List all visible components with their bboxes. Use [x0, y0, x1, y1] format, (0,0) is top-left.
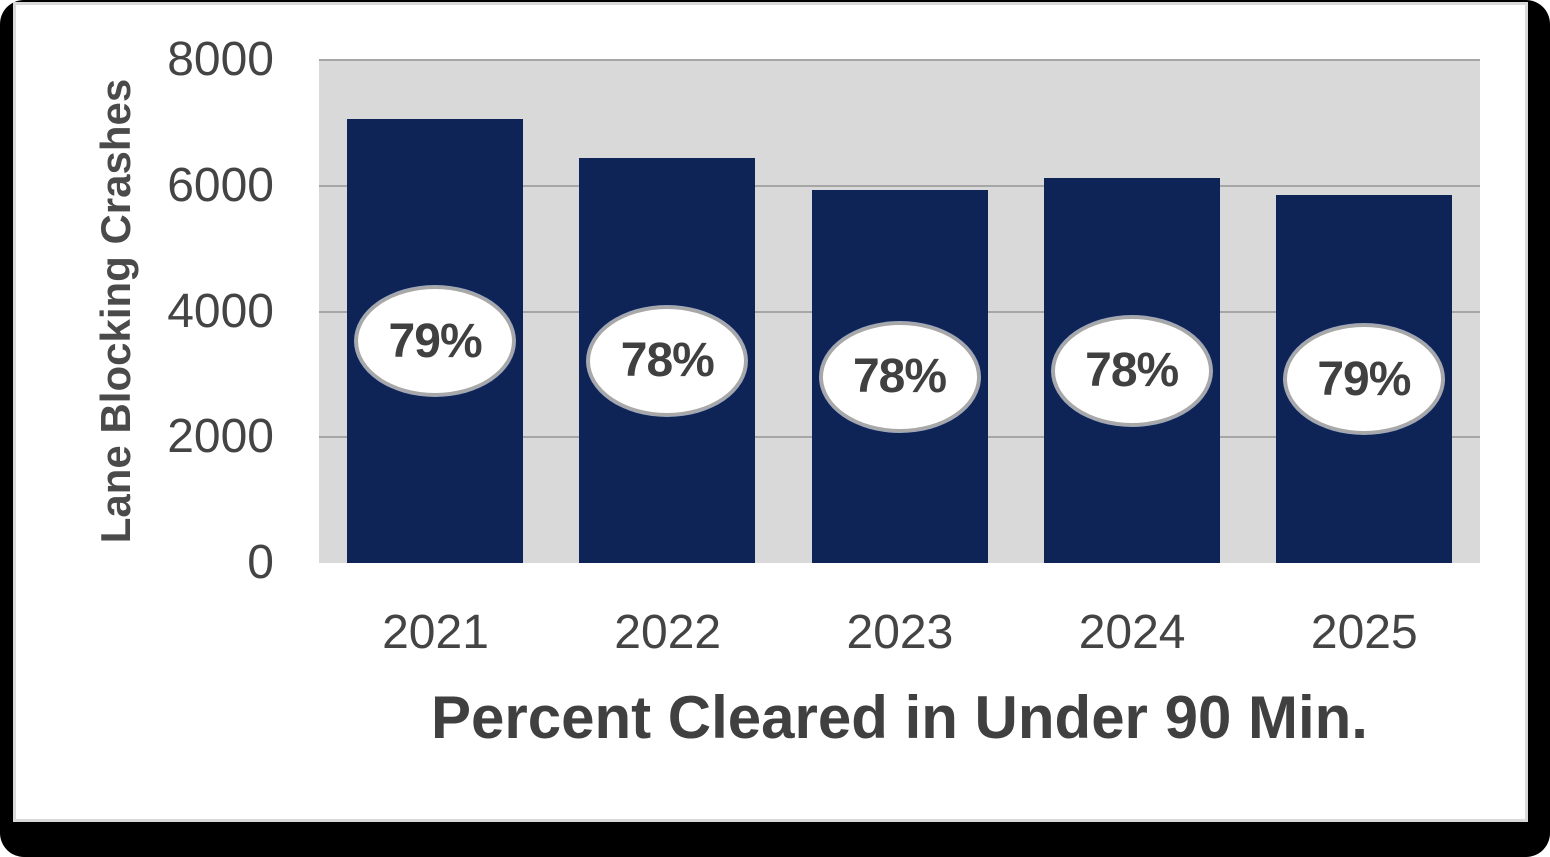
- percent-label: 79%: [388, 314, 483, 368]
- percent-label: 78%: [620, 334, 715, 388]
- y-tick-label: 8000: [167, 33, 274, 86]
- percent-label: 79%: [1317, 352, 1411, 406]
- chart-canvas: Lane Blocking Crashes 0 2000 4000 6000 8000 …: [13, 2, 1528, 822]
- y-tick-label: 0: [247, 536, 274, 589]
- y-tick-label: 4000: [167, 284, 274, 338]
- x-axis-title: Percent Cleared in Under 90 Min.: [431, 684, 1368, 751]
- x-tick-label-2022: 2022: [614, 606, 722, 659]
- percent-label-oval: 78%: [819, 321, 980, 432]
- x-tick-label-2025: 2025: [1310, 606, 1418, 659]
- percent-label-oval: 78%: [587, 305, 748, 416]
- chart-inner: Lane Blocking Crashes 0 2000 4000 6000 8000 …: [16, 5, 1525, 819]
- y-tick-label: 2000: [167, 410, 274, 464]
- percent-label: 78%: [852, 350, 947, 404]
- bar-2024: 78%: [1043, 178, 1220, 563]
- bar-2023: 78%: [811, 190, 988, 563]
- plot-area: 79% 78% 78% 78% 79%: [319, 59, 1480, 563]
- bar-2021: 79%: [347, 119, 524, 563]
- percent-label-oval: 78%: [1051, 315, 1212, 426]
- x-tick-label-2021: 2021: [382, 606, 489, 659]
- y-tick-label: 6000: [167, 158, 274, 212]
- percent-label: 78%: [1085, 344, 1179, 398]
- bar-2025: 79%: [1275, 195, 1452, 563]
- gridline-8000: [319, 59, 1480, 61]
- x-tick-label-2023: 2023: [846, 606, 954, 659]
- x-tick-label-2024: 2024: [1078, 606, 1186, 659]
- percent-label-oval: 79%: [1283, 324, 1444, 435]
- bar-2022: 78%: [579, 158, 756, 563]
- gridline-6000: [319, 184, 1480, 187]
- percent-label-oval: 79%: [355, 286, 516, 397]
